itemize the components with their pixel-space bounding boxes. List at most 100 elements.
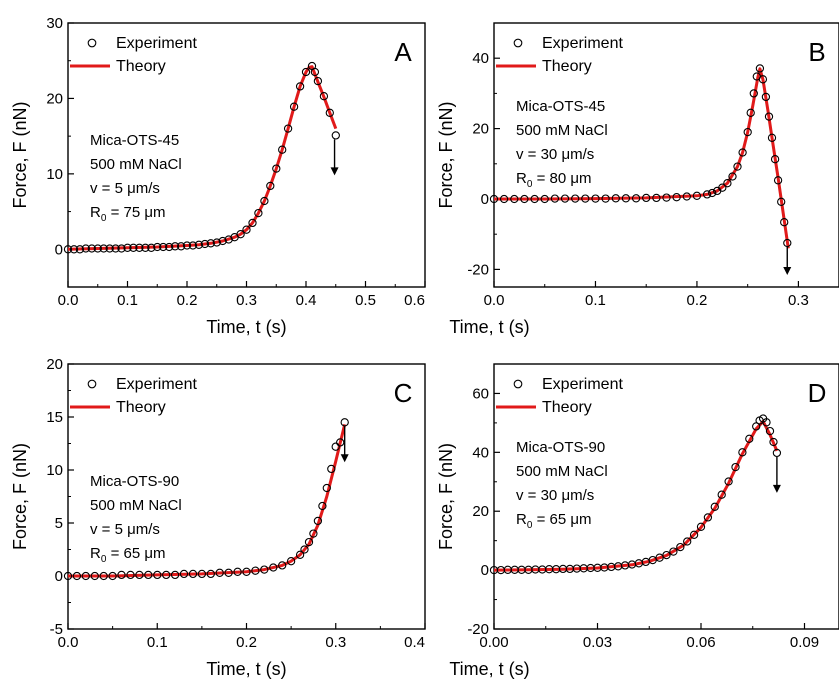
- x-tick-label: 0.0: [58, 292, 79, 309]
- legend-label-theory: Theory: [542, 58, 592, 75]
- experiment-point: [340, 418, 349, 427]
- y-axis-title: Force, F (nN): [10, 443, 30, 550]
- experiment-point: [703, 513, 713, 522]
- experiment-point: [676, 542, 685, 552]
- experiment-point: [304, 537, 314, 547]
- legend-label-theory: Theory: [116, 399, 166, 416]
- panel-C: 0.0 0.1 0.2 0.3 0.4 -5 0 5 10 15 20 Time, t (s) Forc…: [10, 356, 426, 679]
- x-axis-title: Time, t (s): [449, 317, 529, 337]
- experiment-point: [188, 569, 198, 579]
- experiment-point: [90, 571, 99, 581]
- x-tick-label: 0.3: [788, 292, 809, 309]
- x-tick-label: 0.6: [404, 292, 425, 309]
- experiment-point: [764, 112, 774, 121]
- experiment-point: [325, 108, 334, 117]
- legend-marker-experiment: [87, 379, 97, 389]
- experiment-point: [621, 194, 631, 203]
- panel-label: A: [394, 37, 412, 67]
- experiment-point: [111, 244, 120, 253]
- annotation-line: Mica-OTS-90: [516, 439, 605, 456]
- y-tick-label: 0: [55, 241, 63, 258]
- experiment-point: [135, 243, 144, 252]
- experiment-point: [301, 67, 311, 77]
- arrow-head: [772, 484, 781, 493]
- experiment-point: [248, 218, 257, 228]
- panel-label: B: [808, 37, 825, 67]
- experiment-point: [176, 242, 186, 251]
- experiment-point: [702, 190, 712, 199]
- x-tick-label: 0.0: [484, 292, 505, 309]
- experiment-point: [783, 238, 792, 248]
- y-tick-label: 60: [472, 385, 489, 402]
- experiment-point: [87, 244, 96, 253]
- experiment-point: [743, 127, 752, 137]
- experiment-point: [318, 501, 327, 511]
- annotation-line: Mica-OTS-45: [516, 98, 605, 115]
- legend-marker-experiment: [513, 379, 523, 389]
- panel-B: 0.0 0.1 0.2 0.3 -20 0 20 40 Time, t (s) Force, F …: [436, 22, 839, 337]
- experiment-point: [108, 571, 117, 581]
- experiment-point: [692, 191, 702, 200]
- experiment-point: [738, 148, 747, 157]
- experiment-point: [571, 194, 580, 203]
- y-tick-label: -20: [467, 261, 489, 278]
- experiment-point: [331, 131, 340, 140]
- experiment-point: [105, 244, 114, 253]
- experiment-point: [233, 567, 242, 576]
- y-tick-label: 5: [55, 515, 63, 532]
- legend-label-experiment: Experiment: [542, 376, 623, 393]
- experiment-point: [206, 239, 215, 248]
- experiment-point: [63, 571, 73, 581]
- x-tick-label: 0.3: [325, 634, 346, 651]
- x-tick-label: 0.03: [583, 634, 612, 651]
- y-tick-label: 15: [46, 409, 63, 426]
- experiment-point: [631, 194, 641, 203]
- theory-line: [494, 67, 790, 249]
- experiment-point: [761, 92, 771, 102]
- arrow-head: [340, 454, 349, 463]
- experiment-point: [655, 553, 664, 562]
- experiment-point: [733, 162, 742, 171]
- experiment-point: [772, 448, 782, 458]
- experiment-point: [126, 570, 135, 580]
- experiment-point: [336, 438, 345, 447]
- experiment-point: [731, 462, 740, 472]
- experiment-point: [269, 563, 278, 572]
- y-axis-title: Force, F (nN): [10, 101, 30, 208]
- experiment-point: [144, 570, 153, 580]
- experiment-point: [767, 133, 777, 142]
- experiment-point: [254, 208, 263, 218]
- experiment-point: [746, 108, 755, 117]
- x-tick-label: 0.2: [236, 634, 257, 651]
- panel-label: C: [394, 378, 413, 408]
- legend-marker-experiment: [87, 38, 97, 48]
- experiment-point: [510, 194, 519, 204]
- experiment-point: [266, 181, 275, 191]
- experiment-point: [581, 194, 590, 203]
- x-axis-title: Time, t (s): [449, 659, 529, 679]
- experiment-point: [591, 194, 600, 203]
- y-tick-label: 0: [481, 562, 489, 579]
- annotation-line: v = 5 μm/s: [90, 180, 160, 197]
- legend-marker-experiment: [513, 38, 523, 48]
- experiment-point: [777, 197, 786, 206]
- x-tick-label: 0.2: [177, 292, 198, 309]
- panel-A: 0.0 0.1 0.2 0.3 0.4 0.5 0.6 0 10 20 30 Time, t (s) F…: [10, 15, 426, 337]
- y-tick-label: 20: [472, 503, 489, 520]
- y-axis-title: Force, F (nN): [436, 101, 456, 208]
- experiment-point: [93, 244, 102, 253]
- annotation-line: R0 = 80 μm: [516, 170, 592, 190]
- arrow-head: [330, 167, 339, 176]
- experiment-point: [170, 570, 180, 580]
- experiment-point: [682, 192, 691, 201]
- x-axis-title: Time, t (s): [206, 317, 286, 337]
- experiment-point: [642, 193, 651, 203]
- experiment-point: [717, 490, 726, 499]
- experiment-point: [179, 569, 189, 579]
- experiment-point: [278, 561, 287, 570]
- experiment-point: [723, 179, 732, 188]
- experiment-point: [272, 164, 281, 173]
- experiment-point: [319, 92, 329, 101]
- experiment-point: [162, 570, 171, 580]
- experiment-point: [718, 183, 727, 192]
